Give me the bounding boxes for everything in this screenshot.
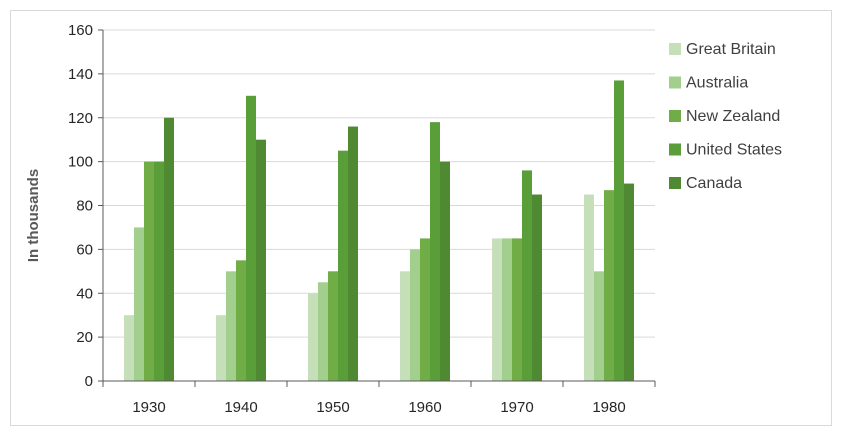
legend-swatch [669,76,681,89]
bar-new-zealand-1960 [420,238,430,381]
bar-canada-1940 [256,139,266,381]
bar-canada-1980 [624,183,634,381]
bar-new-zealand-1950 [328,271,338,381]
y-tick-label: 60 [76,241,93,258]
bars [124,80,634,382]
y-axis-title: In thousands [25,169,42,262]
y-tick-label: 20 [76,329,93,346]
legend-swatch [669,43,681,55]
bar-united-states-1940 [246,95,256,381]
y-tick-labels: 0 20 40 60 80 100 120 140 160 [68,22,93,390]
bar-new-zealand-1940 [236,260,246,381]
bar-great-britain-1980 [584,194,594,381]
x-tick-label: 1980 [592,399,625,416]
y-tick-label: 40 [76,285,93,302]
bar-canada-1970 [532,194,542,381]
y-tick-label: 100 [68,154,93,171]
bar-canada-1930 [164,117,174,381]
y-tick-label: 140 [68,66,93,83]
bar-new-zealand-1980 [604,190,614,381]
legend-label: Australia [686,75,748,92]
legend-label: Great Britain [686,41,776,58]
y-tick-label: 0 [85,373,93,390]
bar-great-britain-1960 [400,271,410,381]
gridlines [103,29,655,338]
bar-canada-1950 [348,126,358,382]
legend-swatch [669,110,681,122]
bar-united-states-1980 [614,80,624,382]
bar-united-states-1930 [154,161,164,381]
x-tick-label: 1930 [132,399,165,416]
x-tick-label: 1970 [500,399,533,416]
bar-australia-1970 [502,238,512,381]
legend-label: New Zealand [686,108,780,125]
bar-new-zealand-1970 [512,238,522,381]
legend-swatch [669,143,681,156]
bar-australia-1950 [318,282,328,381]
bar-australia-1960 [410,249,420,381]
x-tick-label: 1950 [316,399,349,416]
bar-great-britain-1950 [308,293,318,381]
bar-great-britain-1940 [216,315,226,381]
bar-united-states-1960 [430,122,440,381]
y-tick-label: 120 [68,110,93,127]
x-tick-label: 1940 [224,399,257,416]
y-tick-label: 80 [76,198,93,215]
bar-australia-1930 [134,227,144,381]
axes [98,29,656,387]
bar-united-states-1950 [338,150,348,381]
bar-australia-1940 [226,271,236,381]
legend: Great Britain Australia New Zealand United … [669,41,782,192]
legend-label: Canada [686,175,742,192]
x-tick-labels: 1930 1940 1950 1960 1970 1980 [132,399,625,416]
bar-new-zealand-1930 [144,161,154,381]
bar-great-britain-1970 [492,238,502,381]
legend-label: United States [686,142,782,159]
x-tick-label: 1960 [408,399,441,416]
bar-australia-1980 [594,271,604,381]
bar-canada-1960 [440,161,450,381]
y-tick-label: 160 [68,22,93,39]
bar-great-britain-1930 [124,315,134,381]
bar-united-states-1970 [522,170,532,381]
legend-swatch [669,177,681,189]
